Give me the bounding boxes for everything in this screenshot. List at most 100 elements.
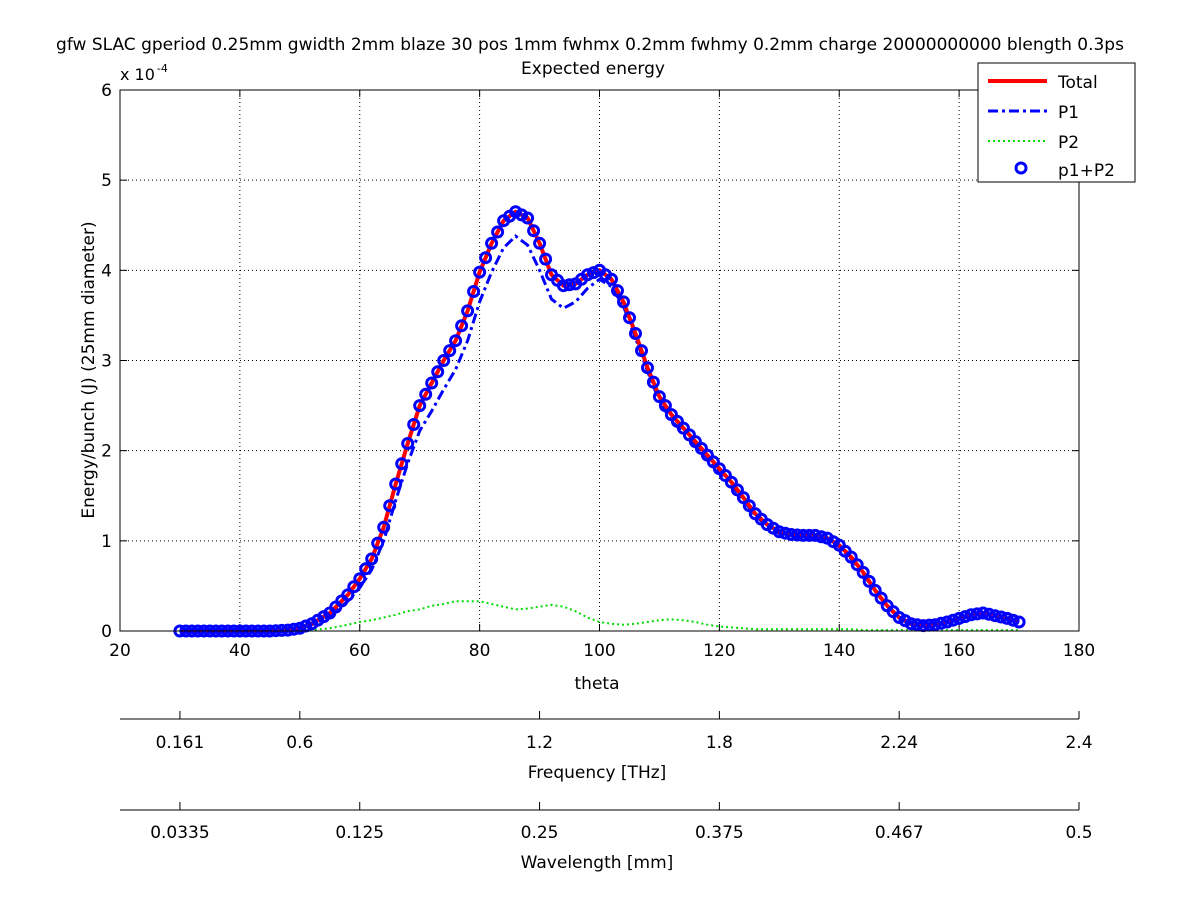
series-sum-marker: [419, 387, 433, 401]
series-sum-marker: [281, 623, 295, 637]
series-sum-marker: [874, 591, 888, 605]
series-sum-marker: [814, 530, 828, 544]
y-tick-label: 1: [101, 532, 112, 552]
legend: Total P1 P2 p1+P2: [977, 62, 1136, 183]
series-sum-marker: [293, 621, 307, 635]
series-sum-marker: [646, 375, 660, 389]
wavelength-tick-label: 0.125: [335, 823, 384, 843]
series-sum-marker: [964, 608, 978, 622]
series-sum-marker: [557, 279, 570, 293]
series-p1-line: [179, 234, 1020, 633]
series-sum-marker: [862, 574, 876, 588]
series-sum-marker: [461, 304, 475, 318]
legend-p1-label: P1: [1058, 103, 1079, 123]
series-layer: [173, 205, 1026, 638]
y-tick-label: 3: [101, 352, 112, 372]
series-sum-marker: [652, 390, 666, 404]
series-sum-marker: [377, 520, 391, 534]
frequency-tick-label: 0.161: [156, 733, 205, 753]
legend-sum-swatch: [1014, 161, 1028, 175]
series-sum-marker: [994, 610, 1008, 624]
frequency-tick-label: 2.24: [880, 733, 918, 753]
y-exponent-power: -4: [157, 62, 168, 75]
series-sum-marker: [856, 565, 870, 579]
series-sum-marker: [527, 224, 541, 238]
series-sum-marker: [449, 334, 463, 348]
legend-p2-label: P2: [1058, 133, 1079, 153]
y-tick-label: 0: [101, 622, 112, 642]
series-sum-marker: [521, 211, 535, 225]
series-sum-marker: [844, 550, 858, 564]
series-sum-marker: [1006, 613, 1020, 627]
series-sum-marker: [736, 491, 750, 505]
series-sum-marker: [808, 528, 822, 542]
series-sum-marker: [910, 618, 924, 632]
series-sum-marker: [473, 265, 487, 279]
series-sum-marker: [413, 399, 427, 413]
series-sum-marker: [934, 616, 948, 630]
series-sum-marker: [611, 284, 624, 298]
series-total-line: [179, 209, 1020, 633]
series-sum-marker: [641, 361, 654, 375]
wavelength-axis-label: Wavelength [mm]: [521, 853, 674, 873]
wavelength-tick-label: 0.25: [521, 823, 559, 843]
x-tick-label: 40: [229, 641, 251, 661]
wavelength-tick-label: 0.5: [1065, 823, 1092, 843]
series-sum-marker: [443, 344, 457, 358]
series-sum-marker: [772, 525, 786, 539]
series-sum-marker: [389, 477, 403, 491]
series-sum-marker: [790, 528, 804, 542]
x-axis-label: theta: [575, 674, 620, 694]
series-sum-marker: [455, 319, 469, 333]
series-p2-line: [179, 600, 1020, 632]
series-sum-marker: [868, 583, 882, 597]
wavelength-axis: 0.0335 0.125 0.25 0.375 0.467 0.5: [120, 802, 1093, 843]
x-tick-label: 20: [109, 641, 131, 661]
series-sum-marker: [401, 437, 415, 450]
series-sum-marker: [952, 611, 966, 625]
x-tick-label: 180: [1063, 641, 1095, 661]
wavelength-tick-label: 0.467: [875, 823, 924, 843]
series-sum-marker: [1012, 615, 1026, 629]
series-sum-marker: [605, 272, 618, 286]
series-sum-marker: [533, 236, 547, 250]
series-sum-marker: [587, 266, 600, 280]
frequency-tick-label: 2.4: [1065, 733, 1092, 753]
series-sum-marker: [581, 268, 594, 282]
series-sum-marker: [383, 499, 397, 513]
series-sum-marker: [904, 617, 918, 631]
series-sum-marker: [629, 327, 642, 340]
series-sum-marker: [287, 622, 301, 636]
series-sum-marker: [730, 483, 744, 497]
series-sum-marker: [784, 528, 798, 541]
x-tick-label: 100: [583, 641, 615, 661]
series-sum-marker: [341, 588, 355, 602]
x-tick-label: 120: [703, 641, 735, 661]
legend-total-label: Total: [1057, 73, 1098, 93]
chart-title: gfw SLAC gperiod 0.25mm gwidth 2mm blaze…: [56, 35, 1124, 55]
frequency-tick-label: 0.6: [286, 733, 313, 753]
series-sum-marker: [724, 475, 738, 489]
series-sum-marker: [940, 615, 954, 629]
series-sum-marker: [988, 609, 1002, 623]
series-sum-marker: [425, 376, 439, 390]
series-sum-marker: [617, 295, 630, 309]
series-sum-marker: [491, 225, 505, 239]
series-sum-marker: [467, 285, 481, 298]
series-sum-marker: [437, 354, 451, 367]
x-tick-label: 80: [469, 641, 491, 661]
series-sum-marker: [946, 613, 960, 627]
legend-sum-label: p1+P2: [1058, 161, 1115, 181]
series-sum-marker: [922, 618, 936, 632]
frequency-tick-label: 1.2: [526, 733, 553, 753]
series-sum-marker: [371, 536, 385, 550]
series-sum-marker: [796, 528, 810, 542]
series-sum-marker: [347, 580, 361, 594]
frequency-tick-label: 1.8: [706, 733, 733, 753]
series-sum-marker: [850, 558, 864, 572]
y-tick-label: 5: [101, 171, 112, 191]
y-exponent-base: x 10: [120, 65, 155, 84]
series-sum-marker: [635, 344, 648, 358]
y-tick-label: 2: [101, 442, 112, 462]
